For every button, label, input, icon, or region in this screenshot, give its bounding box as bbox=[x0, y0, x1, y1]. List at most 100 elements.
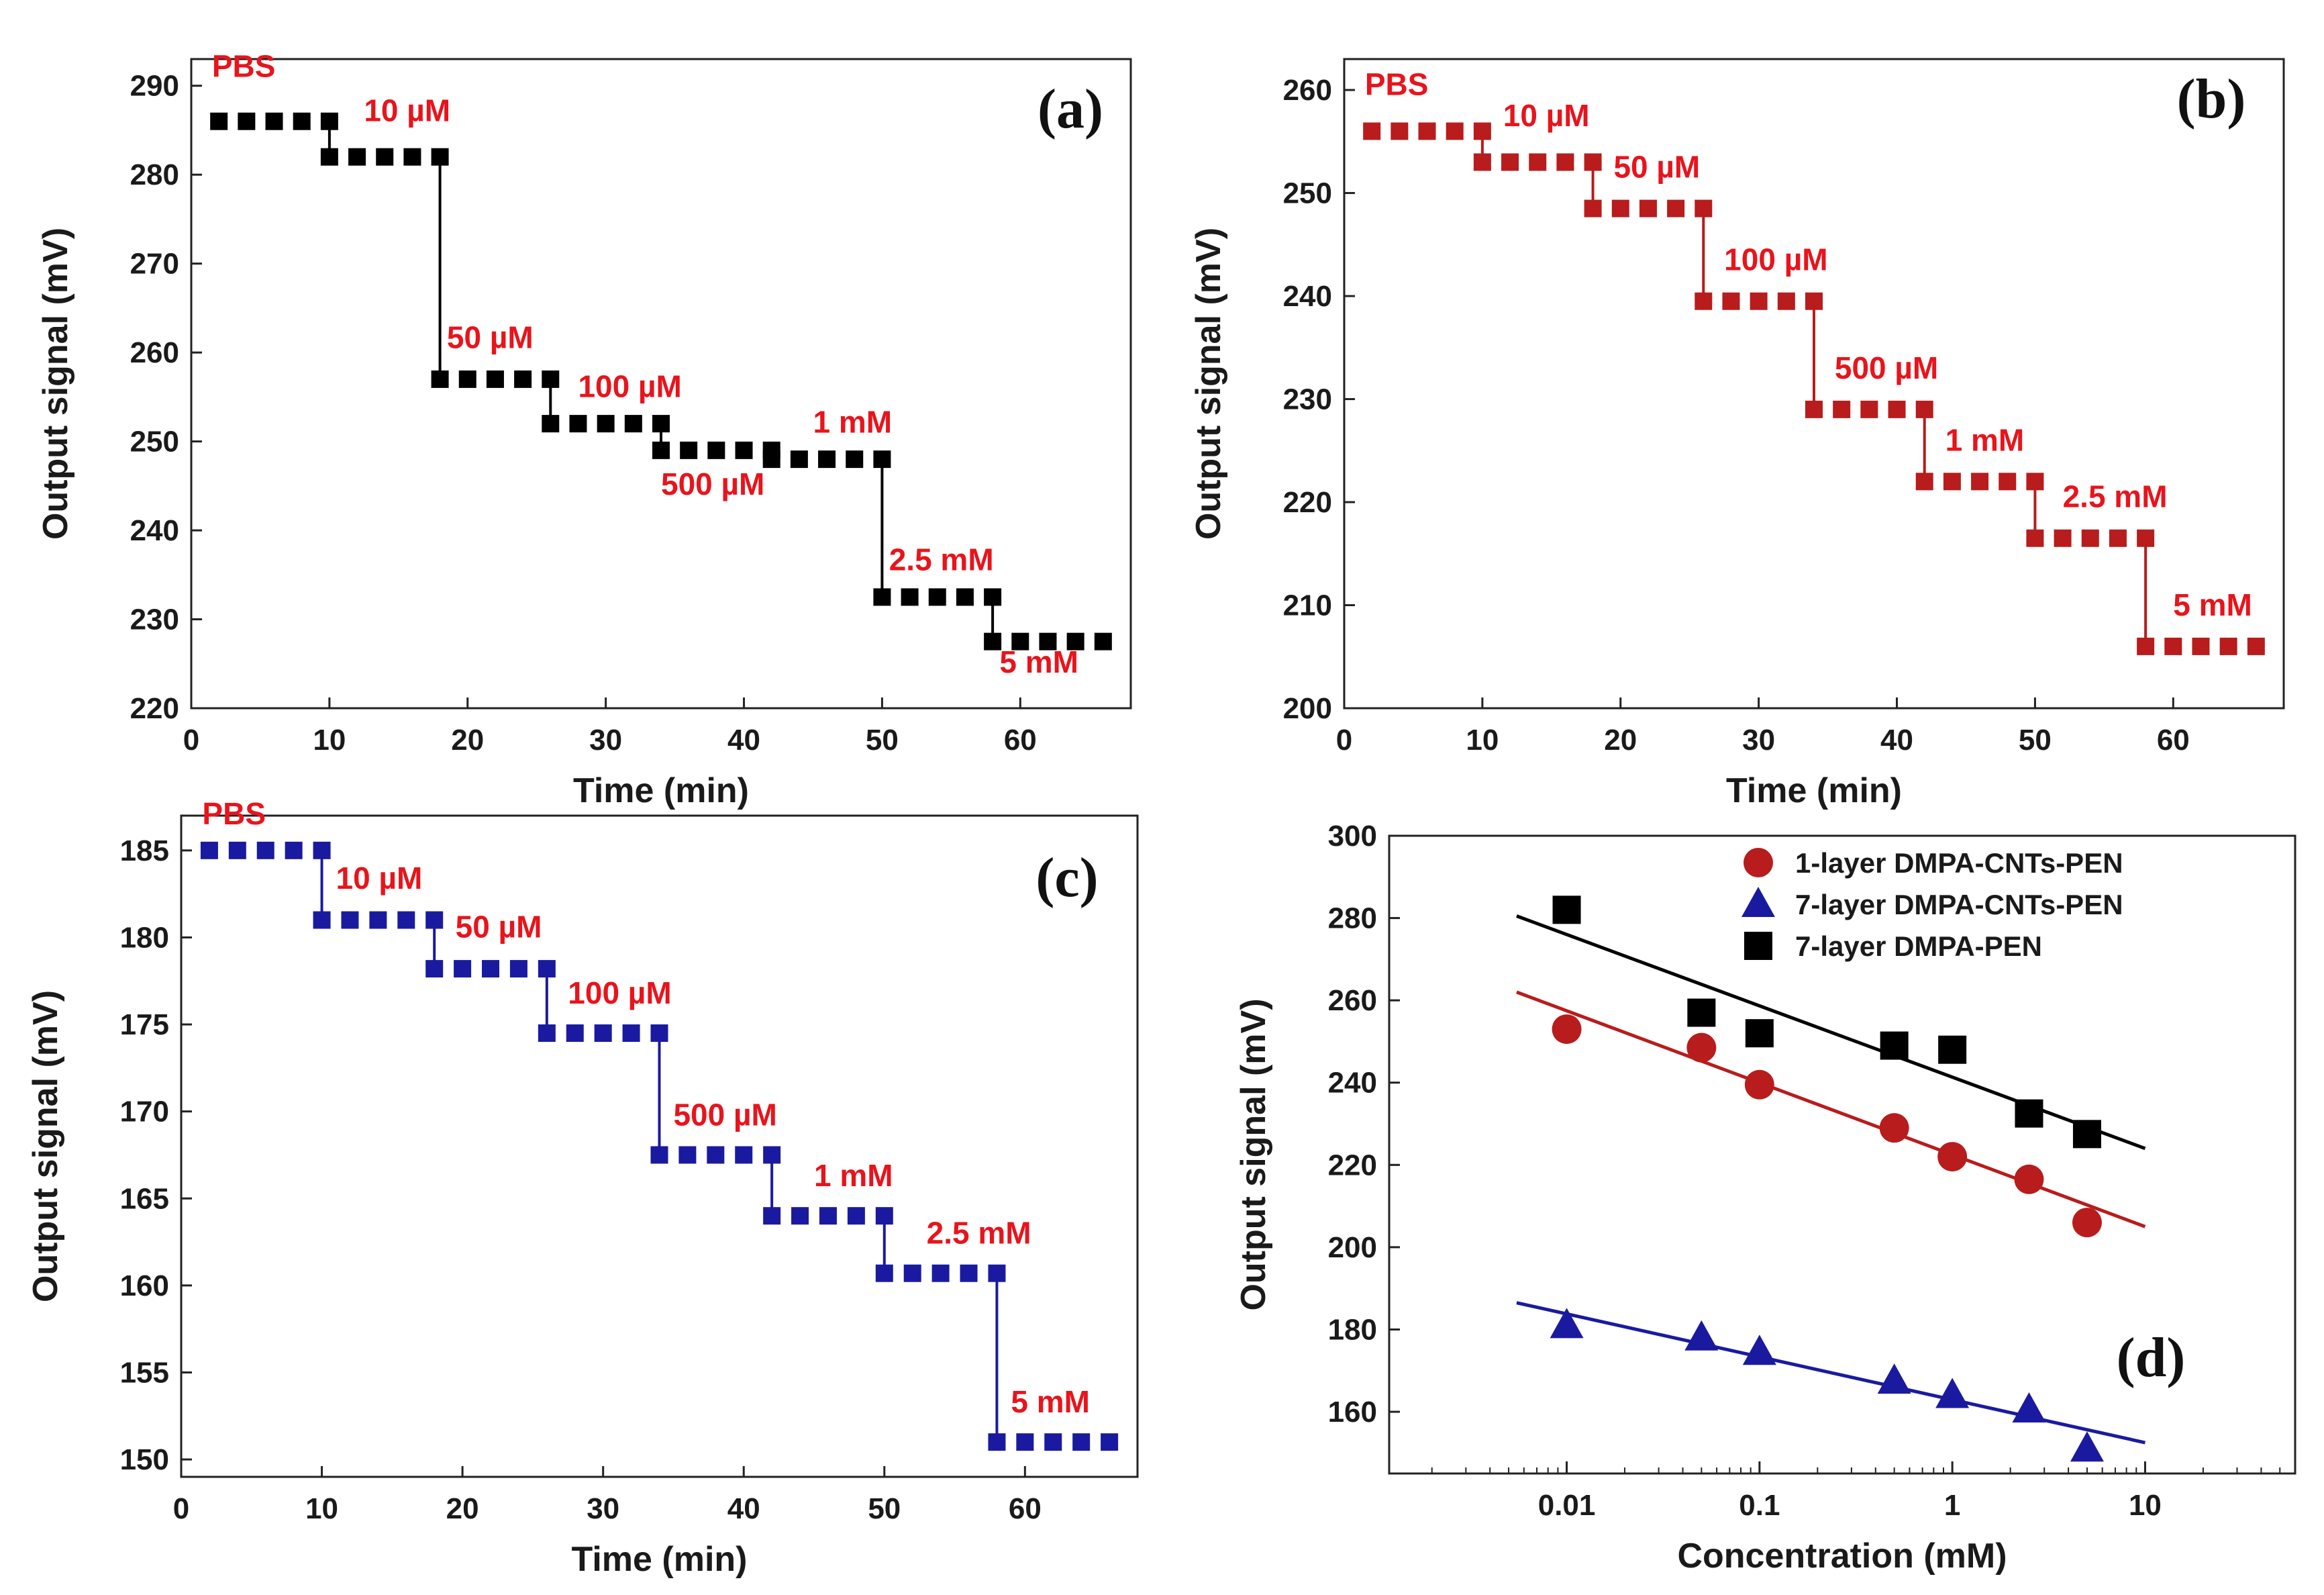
data-point bbox=[594, 1024, 612, 1043]
x-tick-label: 40 bbox=[727, 1492, 760, 1525]
data-point bbox=[678, 1146, 697, 1164]
y-tick-label: 260 bbox=[1328, 984, 1377, 1017]
y-tick-label: 290 bbox=[130, 70, 179, 103]
concentration-label: 50 µM bbox=[1613, 150, 1700, 185]
x-tick-label: 50 bbox=[868, 1492, 901, 1525]
data-point bbox=[1935, 1378, 1970, 1408]
data-point bbox=[509, 960, 527, 978]
data-point bbox=[2109, 529, 2127, 547]
legend-label: 7-layer DMPA-PEN bbox=[1795, 930, 2042, 962]
data-point bbox=[2137, 637, 2155, 655]
fit-line bbox=[1516, 990, 2146, 1228]
data-point bbox=[1860, 400, 1878, 418]
data-point bbox=[369, 911, 387, 929]
data-point bbox=[1805, 400, 1823, 418]
panel-letter: (d) bbox=[2117, 1326, 2186, 1389]
x-tick-label: 10 bbox=[2129, 1489, 2162, 1522]
data-point bbox=[650, 1146, 668, 1164]
data-point bbox=[256, 841, 274, 859]
panel-letter: (c) bbox=[1035, 847, 1098, 909]
concentration-label: 2.5 mM bbox=[2063, 479, 2168, 514]
y-tick-label: 230 bbox=[1283, 383, 1332, 416]
data-point bbox=[1880, 1031, 1909, 1060]
panel-letter: (b) bbox=[2177, 68, 2246, 130]
x-tick-label: 60 bbox=[1009, 1492, 1042, 1525]
legend-label: 1-layer DMPA-CNTs-PEN bbox=[1795, 847, 2123, 879]
plot-frame bbox=[190, 58, 1132, 710]
data-point bbox=[956, 588, 974, 606]
data-point bbox=[514, 370, 532, 388]
data-point bbox=[1011, 632, 1029, 650]
y-axis-title: Output signal (mV) bbox=[1234, 998, 1273, 1310]
y-tick-label: 260 bbox=[1283, 74, 1332, 107]
x-tick-label: 0 bbox=[1336, 724, 1352, 757]
legend-marker bbox=[1744, 932, 1772, 960]
concentration-label: 5 mM bbox=[1011, 1384, 1090, 1419]
data-point bbox=[1066, 632, 1084, 650]
data-point bbox=[482, 960, 500, 978]
y-tick-label: 300 bbox=[1328, 820, 1377, 853]
x-tick-label: 30 bbox=[587, 1492, 619, 1525]
data-point bbox=[988, 1433, 1006, 1451]
panel-a: 0 10 20 30 40 50 60 220 230 240 250 260 270 280 290 Out… bbox=[36, 48, 1132, 810]
y-tick-label: 200 bbox=[1328, 1231, 1377, 1264]
data-point bbox=[1584, 199, 1602, 218]
data-point bbox=[707, 441, 725, 459]
x-tick-label: 20 bbox=[1604, 724, 1637, 757]
y-tick-label: 155 bbox=[120, 1356, 169, 1389]
x-tick-label: 20 bbox=[446, 1492, 479, 1525]
data-point bbox=[1552, 896, 1581, 924]
data-point bbox=[566, 1024, 584, 1043]
data-point bbox=[2014, 1164, 2044, 1194]
y-tick-label: 180 bbox=[120, 921, 169, 954]
data-point bbox=[928, 588, 946, 606]
data-point bbox=[1101, 1433, 1119, 1451]
x-tick-label: 20 bbox=[451, 724, 484, 757]
data-point bbox=[1745, 1019, 1774, 1048]
data-point bbox=[1999, 473, 2017, 491]
y-tick-label: 250 bbox=[130, 426, 179, 458]
panel-letter: (a) bbox=[1038, 78, 1103, 140]
y-tick-label: 200 bbox=[1283, 692, 1332, 725]
y-axis-title: Output signal (mV) bbox=[36, 228, 75, 540]
data-point bbox=[1877, 1363, 1911, 1394]
data-point bbox=[624, 415, 642, 433]
data-point bbox=[2192, 637, 2210, 655]
y-tick-label: 260 bbox=[130, 336, 179, 369]
concentration-label: PBS bbox=[212, 48, 276, 83]
y-tick-label: 220 bbox=[130, 692, 179, 725]
data-point bbox=[1072, 1433, 1091, 1451]
data-point bbox=[1039, 632, 1057, 650]
x-tick-label: 10 bbox=[313, 724, 346, 757]
data-point bbox=[1611, 199, 1629, 218]
concentration-label: 1 mM bbox=[1946, 422, 2025, 457]
legend-marker bbox=[1744, 848, 1773, 877]
y-tick-label: 185 bbox=[120, 834, 169, 867]
y-tick-label: 280 bbox=[130, 158, 179, 191]
data-point bbox=[228, 841, 246, 859]
data-point bbox=[1687, 998, 1716, 1027]
data-point bbox=[1529, 153, 1547, 171]
data-point bbox=[622, 1024, 640, 1043]
data-point bbox=[486, 370, 504, 388]
y-tick-label: 160 bbox=[120, 1269, 169, 1302]
x-axis-title: Time (min) bbox=[572, 1540, 748, 1579]
data-point bbox=[293, 112, 311, 130]
data-point bbox=[2072, 1120, 2101, 1149]
data-point bbox=[431, 370, 449, 388]
x-tick-label: 10 bbox=[1466, 724, 1499, 757]
y-tick-label: 210 bbox=[1283, 589, 1332, 622]
data-point bbox=[1418, 122, 1436, 140]
x-tick-label: 40 bbox=[1880, 724, 1913, 757]
y-axis-title: Output signal (mV) bbox=[1189, 228, 1228, 540]
data-point bbox=[538, 1024, 556, 1043]
data-point bbox=[313, 911, 331, 929]
data-point bbox=[238, 112, 256, 130]
data-point bbox=[454, 960, 472, 978]
data-point bbox=[1556, 153, 1574, 171]
data-point bbox=[1501, 153, 1519, 171]
x-tick-label: 60 bbox=[2157, 724, 2190, 757]
y-tick-label: 160 bbox=[1328, 1396, 1377, 1429]
y-tick-label: 240 bbox=[1283, 280, 1332, 313]
